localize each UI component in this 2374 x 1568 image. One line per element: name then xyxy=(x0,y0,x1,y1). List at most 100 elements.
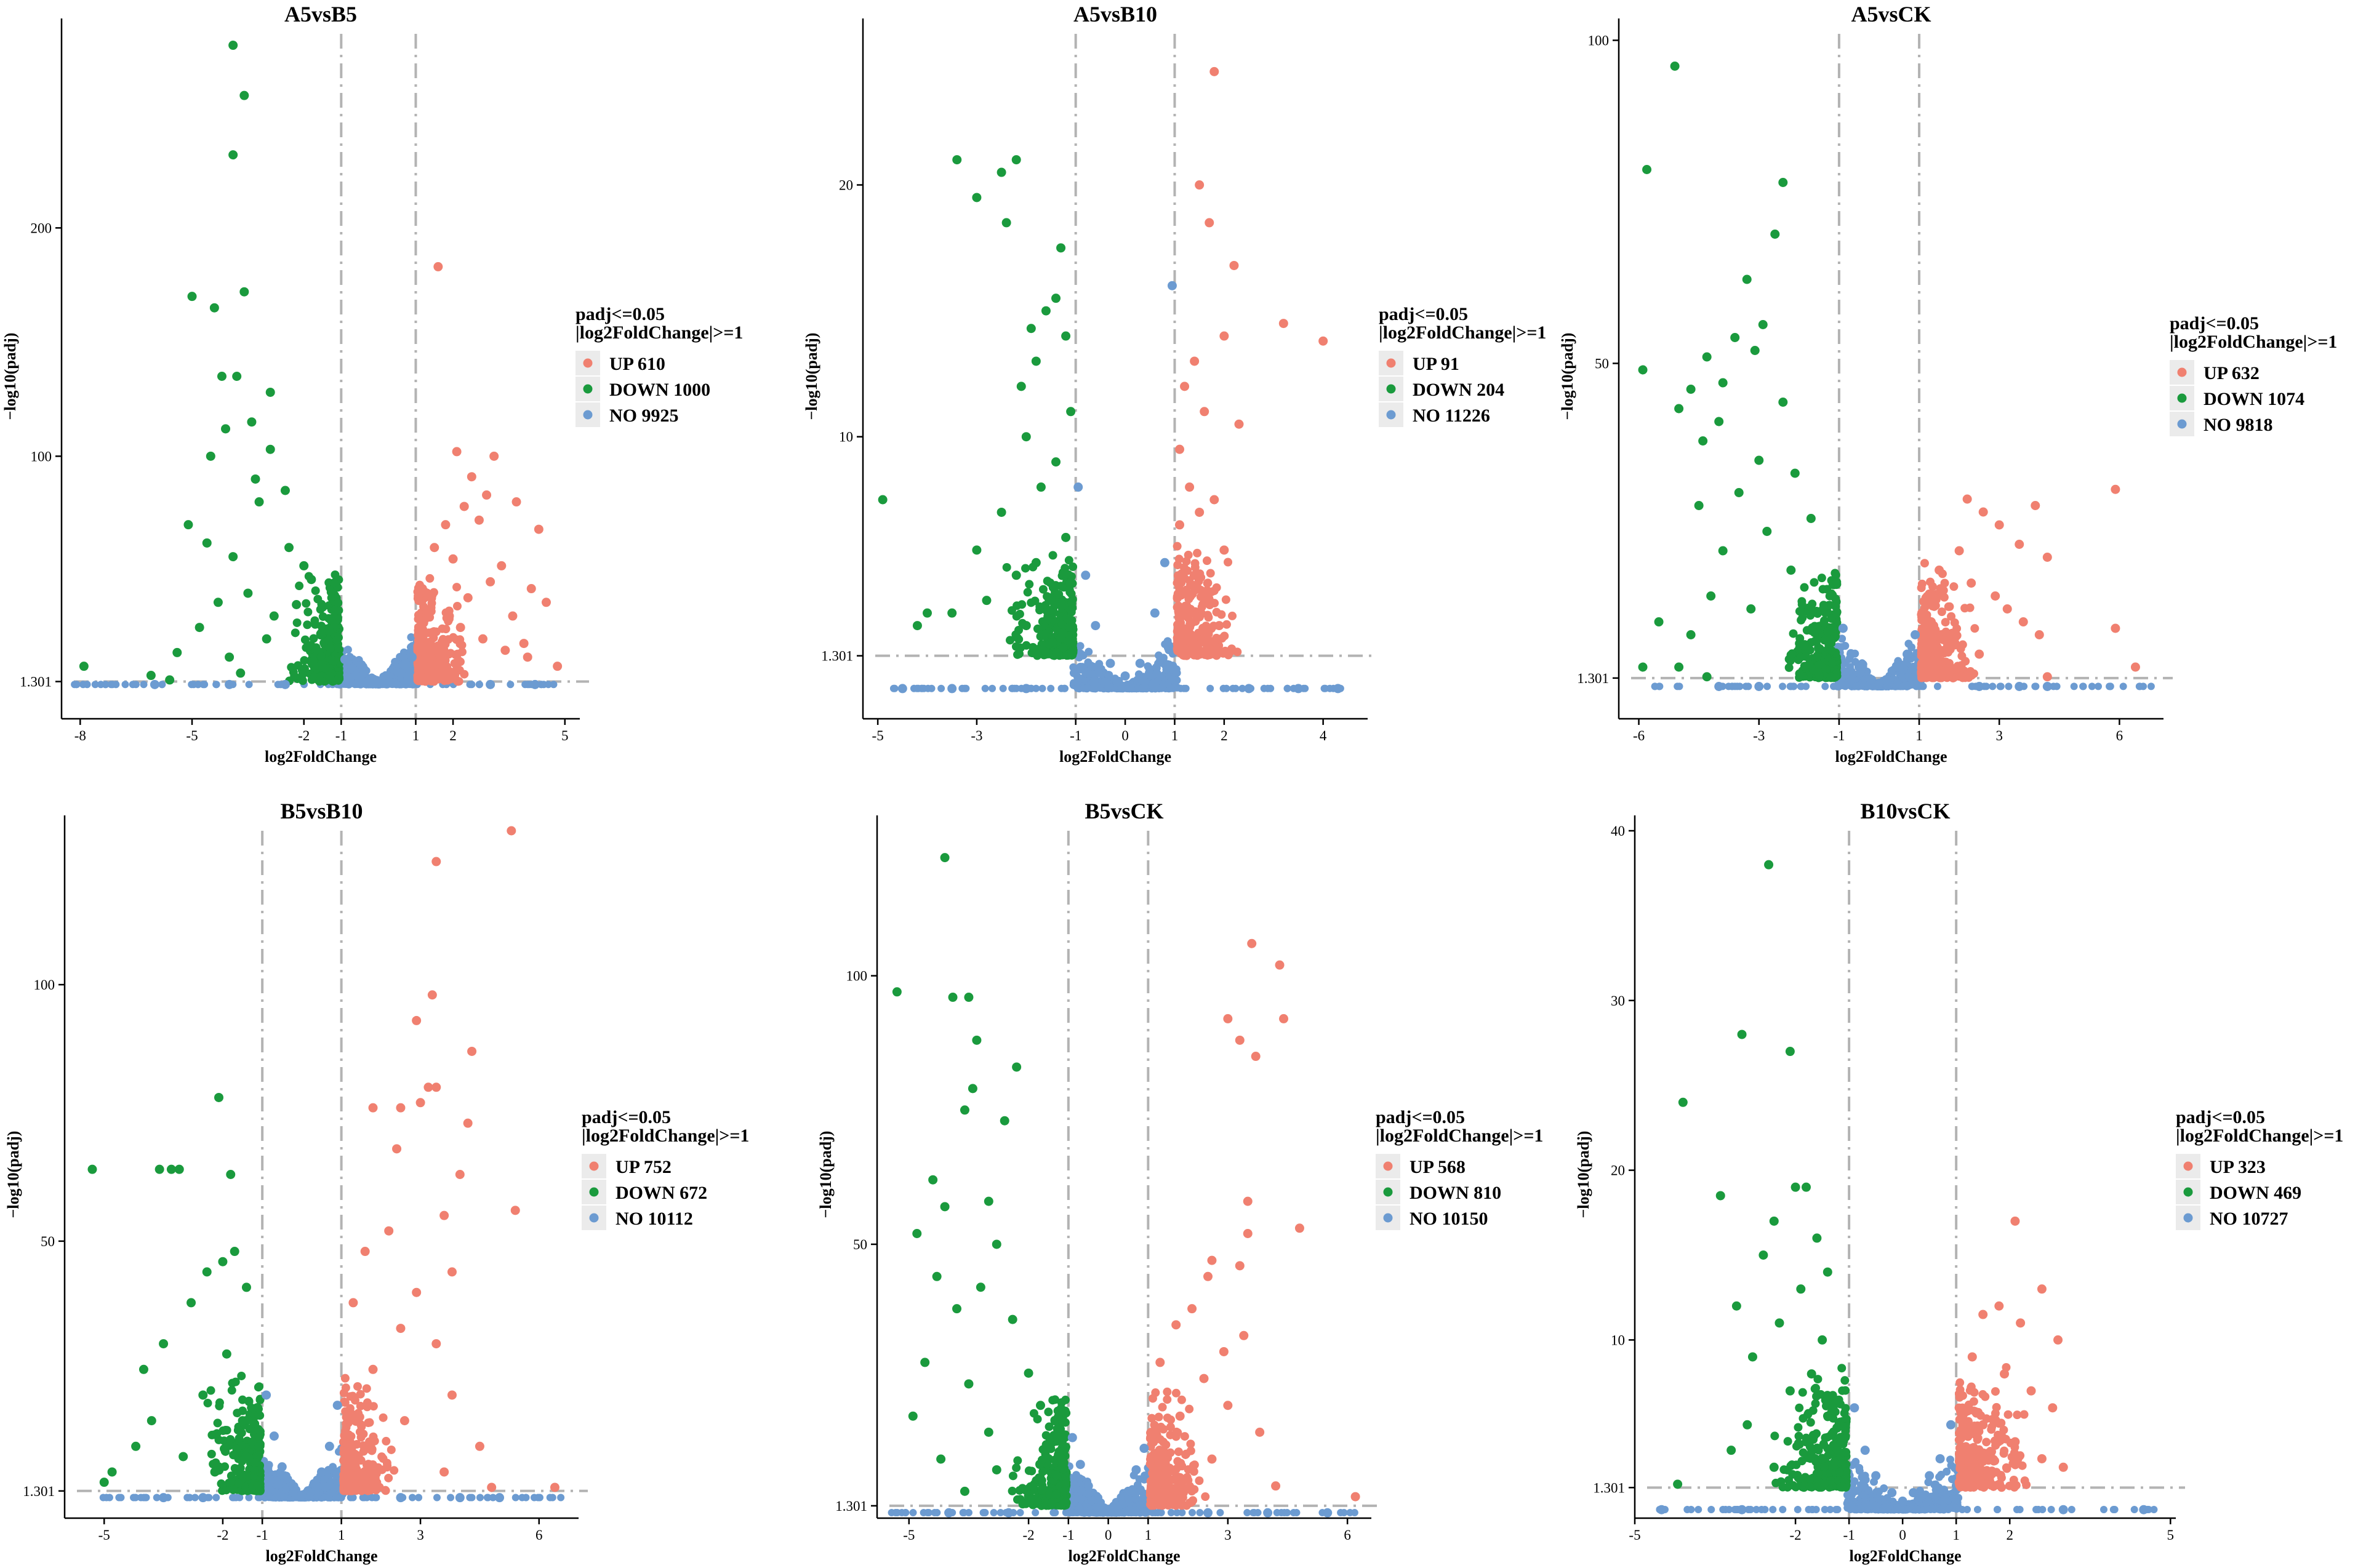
point-down xyxy=(1048,638,1057,647)
point-down xyxy=(302,599,311,608)
point-down xyxy=(233,1466,242,1476)
point-no xyxy=(188,681,196,689)
point-no xyxy=(1049,1509,1057,1517)
point-no xyxy=(280,1494,288,1502)
point-no xyxy=(391,658,399,666)
y-tick-label: 20 xyxy=(839,178,853,193)
point-up xyxy=(1213,634,1222,644)
x-tick-label: -5 xyxy=(98,1527,110,1543)
point-no xyxy=(1232,684,1240,692)
point-up xyxy=(511,497,521,507)
point-no xyxy=(1989,682,1997,690)
point-up xyxy=(427,990,437,1000)
point-no xyxy=(2031,682,2039,690)
point-down xyxy=(294,661,303,670)
point-down xyxy=(316,652,326,661)
point-up xyxy=(1151,1388,1160,1398)
point-down xyxy=(280,486,290,495)
point-up xyxy=(1927,617,1936,626)
point-down xyxy=(326,672,335,681)
point-no xyxy=(1854,662,1864,672)
point-down xyxy=(1827,614,1836,623)
series-up xyxy=(413,262,563,686)
legend-dot-up xyxy=(583,358,593,368)
point-down xyxy=(298,670,307,679)
point-up xyxy=(440,676,449,686)
point-down xyxy=(1638,365,1648,375)
point-no xyxy=(159,1493,169,1503)
point-up xyxy=(2002,604,2012,614)
point-down xyxy=(202,538,212,548)
point-no xyxy=(1072,1509,1080,1517)
legend-title: padj<=0.05 xyxy=(575,304,665,324)
point-no xyxy=(1911,630,1920,639)
x-tick-label: 4 xyxy=(1320,728,1327,743)
point-up xyxy=(343,1479,353,1489)
point-no xyxy=(1135,658,1145,668)
point-up xyxy=(381,1486,390,1495)
point-down xyxy=(174,1164,184,1174)
point-down xyxy=(298,676,307,686)
point-down xyxy=(255,1432,264,1441)
x-tick-label: 2 xyxy=(449,728,457,743)
point-up xyxy=(1206,569,1215,578)
x-tick-label: 2 xyxy=(1221,728,1228,743)
point-up xyxy=(452,601,462,610)
point-down xyxy=(1007,606,1016,615)
point-up xyxy=(2018,617,2028,626)
x-tick-label: -2 xyxy=(217,1527,228,1543)
point-down xyxy=(213,1418,222,1428)
point-no xyxy=(351,681,359,689)
point-up xyxy=(452,447,462,457)
point-up xyxy=(1923,665,1932,674)
point-up xyxy=(356,1390,365,1399)
x-tick-label: 6 xyxy=(2116,728,2123,743)
point-no xyxy=(1073,482,1083,492)
point-up xyxy=(1190,1460,1199,1470)
point-up xyxy=(1219,545,1229,555)
point-no xyxy=(281,1485,290,1494)
point-down xyxy=(87,1164,97,1174)
point-no xyxy=(91,681,99,689)
point-no xyxy=(1072,1495,1080,1503)
point-up xyxy=(1203,578,1213,588)
point-down xyxy=(1746,604,1756,614)
point-up xyxy=(1935,566,1944,575)
point-down xyxy=(1041,306,1051,316)
point-down xyxy=(1702,352,1712,362)
point-down xyxy=(1799,672,1808,681)
chart-panel-B5vsCK: B5vsCK-5 -2 -1 0 1 3 61.30150100log2FoldChange… xyxy=(817,799,1543,1565)
point-up xyxy=(1180,382,1190,391)
point-down xyxy=(1001,218,1011,228)
point-down xyxy=(332,635,342,644)
chart-title: B5vsCK xyxy=(1085,799,1163,823)
point-down xyxy=(247,1437,257,1446)
point-down xyxy=(1027,598,1036,607)
point-up xyxy=(457,641,467,650)
point-no xyxy=(1714,682,1724,691)
point-no xyxy=(1167,281,1177,290)
point-up xyxy=(1949,582,1959,591)
point-down xyxy=(231,1377,240,1386)
point-up xyxy=(340,1431,349,1440)
point-down xyxy=(221,424,231,434)
point-no xyxy=(1168,675,1176,684)
point-no xyxy=(1145,663,1153,672)
point-no xyxy=(1120,671,1130,681)
point-up xyxy=(1195,180,1205,190)
point-up xyxy=(510,1206,520,1215)
point-no xyxy=(385,678,395,687)
point-no xyxy=(1151,1509,1159,1517)
x-tick-label: 5 xyxy=(561,728,569,743)
point-no xyxy=(2136,682,2144,690)
point-no xyxy=(1846,649,1856,659)
point-up xyxy=(415,1098,425,1108)
point-no xyxy=(1016,1509,1024,1517)
point-down xyxy=(233,1409,242,1418)
x-axis-title: log2FoldChange xyxy=(1835,748,1947,766)
point-no xyxy=(393,681,401,689)
point-down xyxy=(232,372,242,381)
point-down xyxy=(228,41,238,50)
point-up xyxy=(383,1461,392,1470)
point-no xyxy=(73,681,81,689)
